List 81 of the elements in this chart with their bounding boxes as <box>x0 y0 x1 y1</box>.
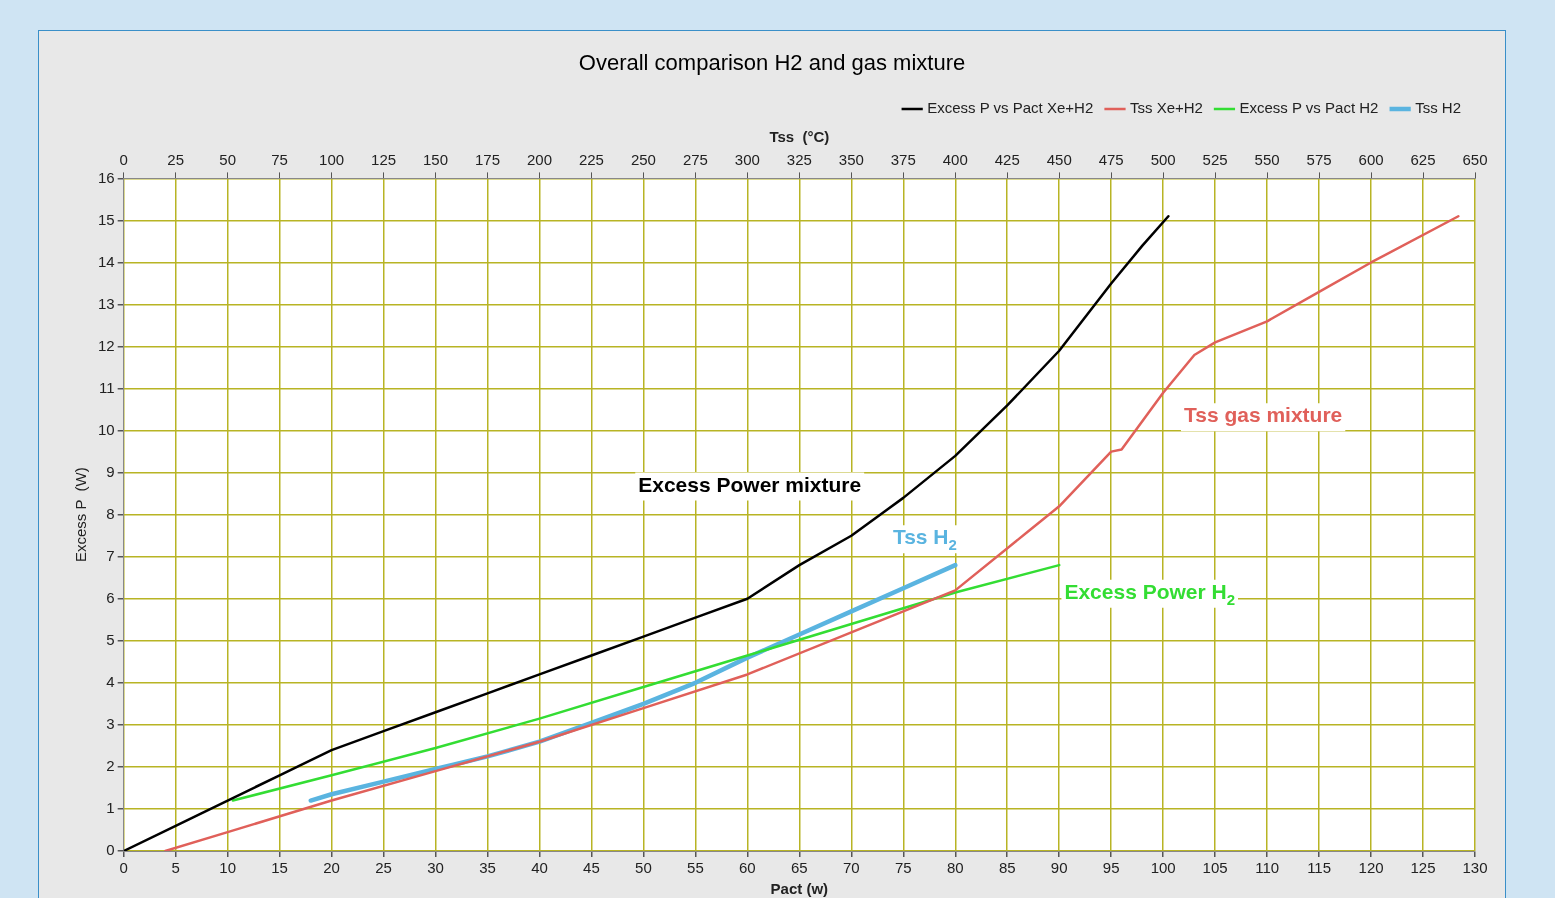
x-tick-label: 100 <box>1150 859 1176 877</box>
x2-axis-title: Tss (°C) <box>769 127 830 145</box>
x2-tick-label: 50 <box>219 150 236 168</box>
x-tick-label: 0 <box>119 859 128 877</box>
y-tick-label: 5 <box>106 630 115 648</box>
x2-tick-label: 400 <box>942 150 968 168</box>
x2-tick-label: 625 <box>1410 150 1436 168</box>
x-tick-label: 45 <box>583 859 600 877</box>
y-tick-label: 8 <box>106 504 115 522</box>
x-tick-label: 40 <box>531 859 548 877</box>
x2-tick-label: 125 <box>371 150 397 168</box>
y-tick-label: 12 <box>98 336 115 354</box>
x2-tick-label: 150 <box>423 150 449 168</box>
y-tick-label: 0 <box>106 841 115 859</box>
chart-title: Overall comparison H2 and gas mixture <box>578 50 966 76</box>
x2-tick-label: 525 <box>1202 150 1228 168</box>
x2-tick-label: 100 <box>319 150 345 168</box>
x2-tick-label: 175 <box>474 150 501 168</box>
legend-label: Tss H2 <box>1415 99 1461 117</box>
x2-tick-label: 275 <box>682 150 708 168</box>
x2-tick-label: 450 <box>1046 150 1072 168</box>
x2-tick-label: 250 <box>630 150 656 168</box>
x-tick-label: 30 <box>427 859 444 877</box>
x-tick-label: 130 <box>1462 859 1488 877</box>
x2-tick-label: 475 <box>1098 150 1124 168</box>
legend-label: Excess P vs Pact H2 <box>1239 99 1379 117</box>
x-tick-label: 105 <box>1202 859 1228 877</box>
y-tick-label: 6 <box>106 588 115 606</box>
y-tick-label: 11 <box>99 378 115 396</box>
x-tick-label: 50 <box>635 859 652 877</box>
x-tick-label: 70 <box>842 859 860 877</box>
x2-tick-label: 600 <box>1358 150 1384 168</box>
x-tick-label: 35 <box>479 859 496 877</box>
x2-tick-label: 500 <box>1150 150 1176 168</box>
x-tick-label: 20 <box>323 859 340 877</box>
x2-tick-label: 225 <box>578 150 604 168</box>
annotation: Excess Power mixture <box>638 472 862 496</box>
x-tick-label: 110 <box>1255 859 1280 877</box>
x2-tick-label: 650 <box>1462 150 1488 168</box>
x-tick-label: 95 <box>1102 859 1120 877</box>
y-tick-label: 15 <box>98 210 115 228</box>
y-tick-label: 3 <box>106 715 115 733</box>
y-tick-label: 7 <box>106 546 115 564</box>
x-tick-label: 90 <box>1050 859 1068 877</box>
x2-tick-label: 425 <box>994 150 1020 168</box>
x-tick-label: 65 <box>791 859 808 877</box>
x2-tick-label: 200 <box>526 150 552 168</box>
y-axis-title: Excess P (W) <box>72 467 90 563</box>
x2-tick-label: 375 <box>890 150 916 168</box>
x2-tick-label: 25 <box>167 150 184 168</box>
annotation: Tss gas mixture <box>1183 403 1343 427</box>
y-tick-label: 13 <box>98 294 115 312</box>
x-tick-label: 15 <box>271 859 288 877</box>
legend-label: Tss Xe+H2 <box>1130 99 1203 117</box>
x-tick-label: 25 <box>375 859 392 877</box>
x2-tick-label: 0 <box>119 150 128 168</box>
x-tick-label: 125 <box>1410 859 1436 877</box>
x2-tick-label: 325 <box>786 150 812 168</box>
x-tick-label: 10 <box>219 859 236 877</box>
y-tick-label: 9 <box>106 462 115 480</box>
x-tick-label: 85 <box>998 859 1016 877</box>
x2-tick-label: 300 <box>734 150 760 168</box>
legend-label: Excess P vs Pact Xe+H2 <box>927 99 1094 117</box>
x-tick-label: 120 <box>1358 859 1384 877</box>
x2-tick-label: 550 <box>1254 150 1280 168</box>
y-tick-label: 2 <box>106 757 115 775</box>
y-tick-label: 16 <box>98 168 115 186</box>
x-tick-label: 75 <box>894 859 912 877</box>
y-tick-label: 1 <box>106 799 115 817</box>
x-tick-label: 60 <box>739 859 756 877</box>
x2-tick-label: 75 <box>271 150 288 168</box>
y-tick-label: 10 <box>98 420 115 438</box>
x-tick-label: 55 <box>687 859 704 877</box>
x-tick-label: 115 <box>1307 859 1332 877</box>
x-axis-title: Pact (w) <box>770 880 829 898</box>
x2-tick-label: 350 <box>838 150 864 168</box>
x-tick-label: 5 <box>171 859 180 877</box>
y-tick-label: 4 <box>106 672 115 690</box>
y-tick-label: 14 <box>98 252 115 270</box>
x-tick-label: 80 <box>946 859 964 877</box>
x2-tick-label: 575 <box>1306 150 1332 168</box>
